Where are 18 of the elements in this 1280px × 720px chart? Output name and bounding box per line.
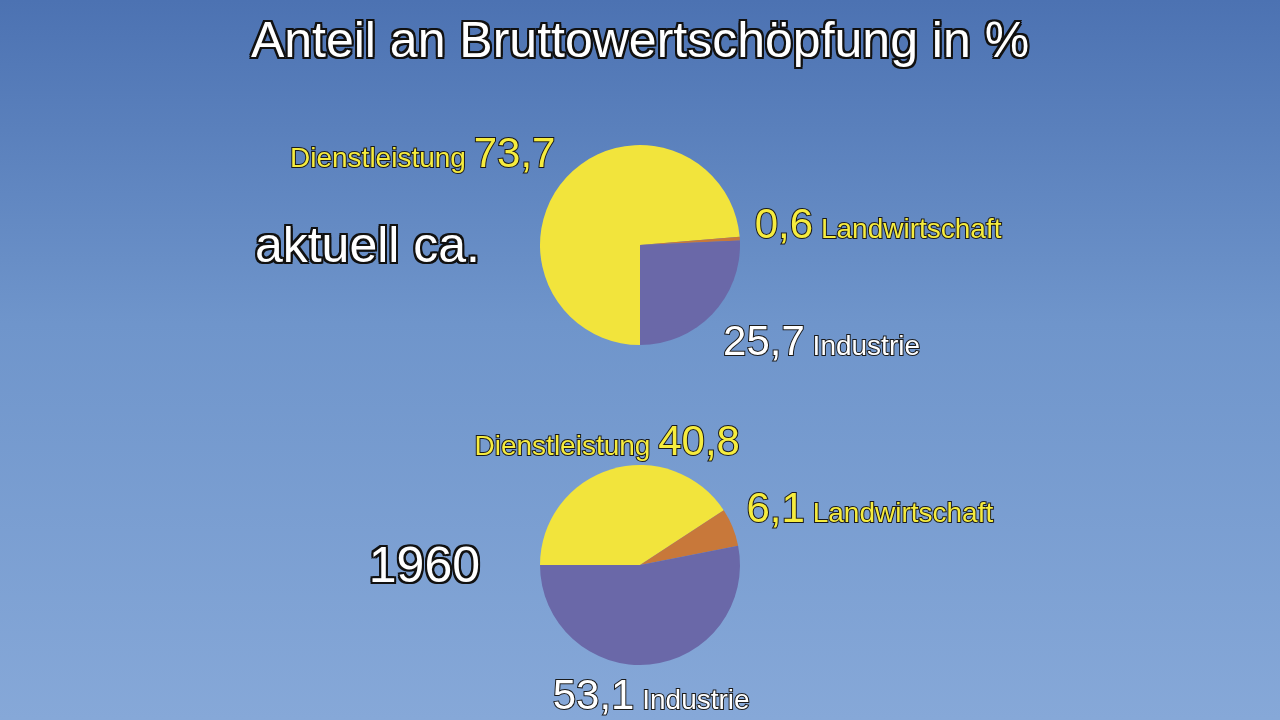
pie-slice bbox=[640, 510, 739, 565]
slice-label: Landwirtschaft bbox=[820, 212, 1002, 244]
text: 1960 bbox=[367, 536, 480, 595]
text: aktuell ca. bbox=[253, 216, 480, 275]
pie-slice bbox=[540, 465, 724, 565]
data-label: 6,1 bbox=[746, 483, 805, 531]
data-label: 73,7 bbox=[473, 129, 556, 177]
slice-label: Dienstleistung bbox=[290, 142, 466, 174]
chart-title: Anteil an Bruttowertschöpfung in % bbox=[249, 11, 1031, 70]
slice-label: Landwirtschaft bbox=[812, 496, 994, 528]
pie-slice bbox=[540, 545, 740, 665]
slice-label: Industrie bbox=[812, 329, 921, 361]
slice-label: Industrie bbox=[642, 684, 750, 716]
slice-label: Dienstleistung bbox=[474, 429, 651, 461]
data-label: 53,1 bbox=[552, 671, 635, 719]
data-label: 25,7 bbox=[723, 316, 805, 364]
data-label: 0,6 bbox=[754, 199, 814, 247]
data-label: 40,8 bbox=[658, 416, 740, 464]
